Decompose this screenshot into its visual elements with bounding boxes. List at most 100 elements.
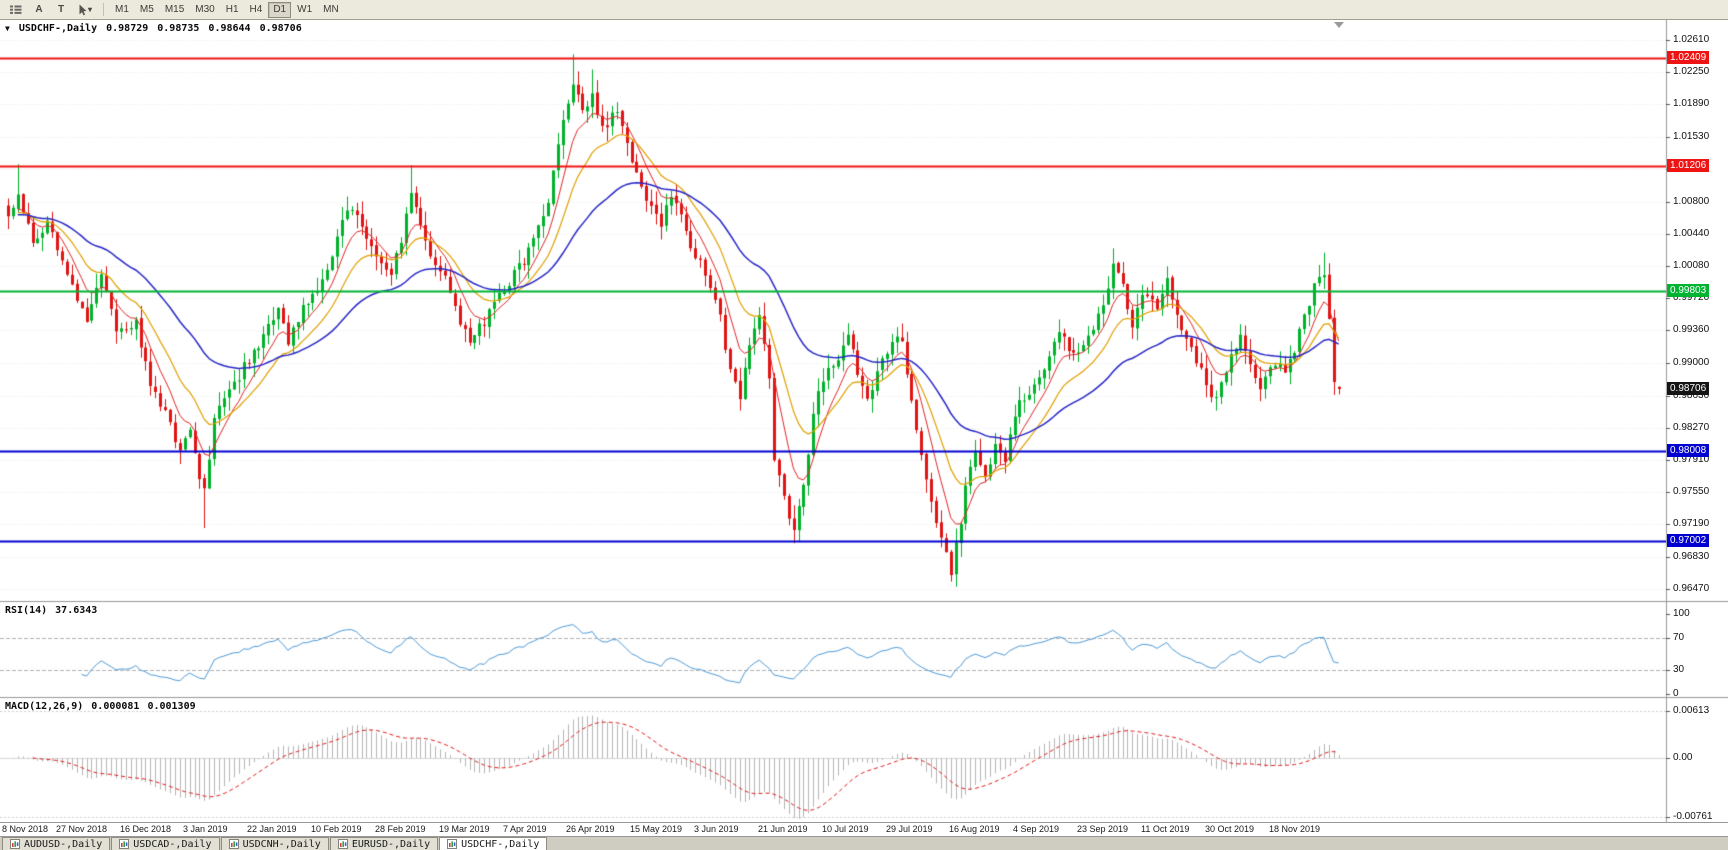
time-axis-label: 21 Jun 2019 bbox=[758, 824, 808, 834]
time-axis-label: 16 Dec 2018 bbox=[120, 824, 172, 834]
chart-tab-audusd[interactable]: AUDUSD-,Daily bbox=[2, 837, 111, 850]
macd-axis-tick: 0.00 bbox=[1673, 752, 1693, 763]
rsi-axis-tick: 70 bbox=[1673, 632, 1685, 643]
rsi-axis-tick: 0 bbox=[1673, 688, 1679, 699]
arrow-text-a-button[interactable]: A bbox=[35, 4, 43, 15]
charts-list-icon bbox=[10, 5, 22, 14]
price-marker: 1.01206 bbox=[1667, 159, 1710, 172]
rsi-panel-label: RSI(14) 37.6343 bbox=[5, 605, 97, 616]
timeframe-m15-button[interactable]: M15 bbox=[164, 4, 185, 15]
price-axis-tick: 1.02250 bbox=[1673, 66, 1710, 77]
price-marker: 0.99803 bbox=[1667, 284, 1710, 297]
chart-tab-label: EURUSD-,Daily bbox=[351, 838, 431, 850]
time-axis-label: 23 Sep 2019 bbox=[1077, 824, 1129, 834]
time-axis-label: 7 Apr 2019 bbox=[503, 824, 547, 834]
time-axis-label: 10 Jul 2019 bbox=[822, 824, 869, 834]
rsi-axis-tick: 30 bbox=[1673, 664, 1685, 675]
timeframe-d1-button[interactable]: D1 bbox=[268, 1, 292, 18]
chart-tab-label: USDCNH-,Daily bbox=[242, 838, 321, 850]
top-toolbar: A T ▾ M1 M5 M15 M30 H1 H4 D1 W1 MN bbox=[0, 0, 1728, 20]
price-axis-tick: 0.97910 bbox=[1673, 454, 1710, 465]
timeframe-m30-button[interactable]: M30 bbox=[195, 4, 215, 15]
chart-tab-icon bbox=[10, 839, 20, 849]
timeframe-group: M1 M5 M15 M30 H1 H4 D1 W1 MN bbox=[110, 1, 344, 18]
macd-axis-tick: 0.00613 bbox=[1673, 705, 1710, 716]
rsi-indicator-name: RSI(14) bbox=[5, 605, 48, 616]
chart-tab-eurusd[interactable]: EURUSD-,Daily bbox=[329, 837, 439, 850]
timeframe-w1-button[interactable]: W1 bbox=[297, 4, 313, 15]
price-axis-tick: 0.99720 bbox=[1673, 292, 1710, 303]
macd-indicator-name: MACD(12,26,9) bbox=[5, 701, 84, 712]
time-axis-label: 3 Jan 2019 bbox=[183, 824, 228, 834]
time-axis-label: 22 Jan 2019 bbox=[247, 824, 297, 834]
time-axis-label: 15 May 2019 bbox=[630, 824, 683, 834]
chart-area: ▼ USDCHF-,Daily 0.98729 0.98735 0.98644 … bbox=[0, 20, 1728, 822]
chart-tab-usdchf[interactable]: USDCHF-,Daily bbox=[439, 837, 548, 850]
price-axis-tick: 1.00440 bbox=[1673, 228, 1710, 239]
rsi-indicator-value: 37.6343 bbox=[55, 605, 98, 616]
price-axis-tick: 0.96830 bbox=[1673, 551, 1710, 562]
cursor-tool-button[interactable]: ▾ bbox=[73, 2, 97, 18]
price-axis-tick: 1.00080 bbox=[1673, 260, 1710, 271]
ohlc-close: 0.98706 bbox=[259, 23, 302, 34]
time-axis-label: 28 Feb 2019 bbox=[375, 824, 426, 834]
price-axis-tick: 0.98630 bbox=[1673, 390, 1710, 401]
chart-tab-label: USDCAD-,Daily bbox=[133, 838, 212, 850]
timeframe-m1-button[interactable]: M1 bbox=[115, 4, 129, 15]
chart-tab-label: AUDUSD-,Daily bbox=[24, 838, 103, 850]
timeframe-h1-button[interactable]: H1 bbox=[225, 4, 239, 15]
time-axis-label: 3 Jun 2019 bbox=[694, 824, 739, 834]
price-marker: 0.97002 bbox=[1667, 534, 1710, 547]
time-axis-label: 16 Aug 2019 bbox=[949, 824, 1000, 834]
chart-tab-icon bbox=[337, 839, 348, 849]
price-marker: 0.98706 bbox=[1667, 382, 1710, 395]
price-axis-tick: 1.02610 bbox=[1673, 34, 1710, 45]
chart-tab-icon bbox=[447, 839, 458, 849]
price-axis-tick: 1.01530 bbox=[1673, 131, 1710, 142]
time-axis-label: 4 Sep 2019 bbox=[1013, 824, 1060, 834]
ohlc-low: 0.98644 bbox=[208, 23, 251, 34]
collapse-chart-icon[interactable]: ▼ bbox=[5, 24, 10, 33]
timeframe-mn-button[interactable]: MN bbox=[323, 4, 339, 15]
chevron-down-icon: ▾ bbox=[88, 5, 93, 14]
timeframe-m5-button[interactable]: M5 bbox=[139, 4, 154, 15]
price-axis-tick: 1.00800 bbox=[1673, 196, 1710, 207]
timeframe-h4-button[interactable]: H4 bbox=[249, 4, 263, 15]
chart-shift-marker[interactable] bbox=[1334, 22, 1344, 28]
macd-axis-tick: -0.00761 bbox=[1673, 811, 1713, 822]
time-axis-label: 30 Oct 2019 bbox=[1205, 824, 1255, 834]
price-marker: 1.02409 bbox=[1667, 51, 1710, 64]
macd-indicator-value-main: 0.000081 bbox=[91, 701, 140, 712]
time-axis-label: 27 Nov 2018 bbox=[56, 824, 108, 834]
time-axis[interactable]: 8 Nov 2018 27 Nov 2018 16 Dec 2018 3 Jan 20… bbox=[0, 822, 1728, 836]
time-axis-label: 10 Feb 2019 bbox=[311, 824, 362, 834]
toolbar-separator bbox=[103, 3, 105, 16]
price-axis-tick: 0.96470 bbox=[1673, 583, 1710, 594]
rsi-axis-tick: 100 bbox=[1673, 608, 1690, 619]
price-axis-tick: 0.97550 bbox=[1673, 486, 1710, 497]
price-chart-canvas[interactable] bbox=[0, 20, 1728, 822]
time-axis-label: 8 Nov 2018 bbox=[2, 824, 49, 834]
chart-tab-usdcnh[interactable]: USDCNH-,Daily bbox=[220, 837, 329, 850]
ohlc-open: 0.98729 bbox=[106, 23, 149, 34]
price-axis-tick: 0.97190 bbox=[1673, 518, 1710, 529]
text-label-t-button[interactable]: T bbox=[57, 4, 65, 15]
time-axis-label: 26 Apr 2019 bbox=[566, 824, 615, 834]
charts-menu-button[interactable] bbox=[4, 2, 27, 18]
price-axis-tick: 0.98270 bbox=[1673, 422, 1710, 433]
chart-title: ▼ USDCHF-,Daily 0.98729 0.98735 0.98644 … bbox=[5, 23, 302, 34]
macd-indicator-value-signal: 0.001309 bbox=[147, 701, 196, 712]
time-axis-label: 18 Nov 2019 bbox=[1269, 824, 1321, 834]
chart-tab-usdcad[interactable]: USDCAD-,Daily bbox=[111, 837, 220, 850]
time-axis-label: 19 Mar 2019 bbox=[439, 824, 490, 834]
price-axis-tick: 0.99000 bbox=[1673, 357, 1710, 368]
time-axis-label: 11 Oct 2019 bbox=[1141, 824, 1190, 834]
chart-tab-label: USDCHF-,Daily bbox=[461, 838, 540, 850]
ohlc-high: 0.98735 bbox=[157, 23, 200, 34]
price-axis-tick: 1.01890 bbox=[1673, 98, 1710, 109]
macd-panel-label: MACD(12,26,9) 0.000081 0.001309 bbox=[5, 701, 196, 712]
time-axis-label: 29 Jul 2019 bbox=[886, 824, 933, 834]
symbol-period-label: USDCHF-,Daily bbox=[18, 23, 98, 34]
price-marker: 0.98008 bbox=[1667, 444, 1710, 457]
chart-tabs-bar: AUDUSD-,Daily USDCAD-,Daily USDCNH-,Daily E… bbox=[0, 836, 1728, 850]
